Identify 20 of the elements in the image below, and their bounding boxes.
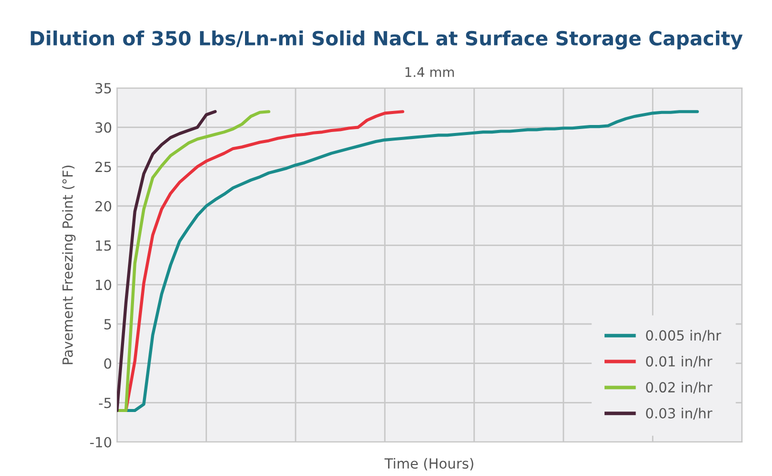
legend-label: 0.03 in/hr [646,408,712,420]
legend-label: 0.01 in/hr [646,356,712,368]
chart-subtitle: 1.4 mm [406,67,454,77]
x-axis-title: Time (Hours) [384,458,474,470]
legend-label: 0.005 in/hr [646,330,722,342]
y-tick-label: 5 [104,319,111,330]
y-tick-label: 10 [96,280,112,290]
y-tick-label: -10 [90,436,112,448]
y-tick-label: 20 [95,200,112,212]
y-tick-label: 30 [96,122,112,133]
y-tick-label: 0 [104,358,112,369]
y-axis-title: Pavement Freezing Point (°F) [62,166,76,364]
y-tick-label: 15 [96,240,111,251]
y-tick-label: 35 [96,82,111,94]
y-tick-label: -5 [98,398,111,408]
legend-label: 0.02 in/hr [646,382,712,394]
line-series [117,110,217,412]
y-tick-label: 25 [95,162,111,172]
chart-title: Dilution of 350 Lbs/Ln-mi Solid NaCL at Surface Storage Capacity [30,30,743,50]
line-series [117,110,270,412]
